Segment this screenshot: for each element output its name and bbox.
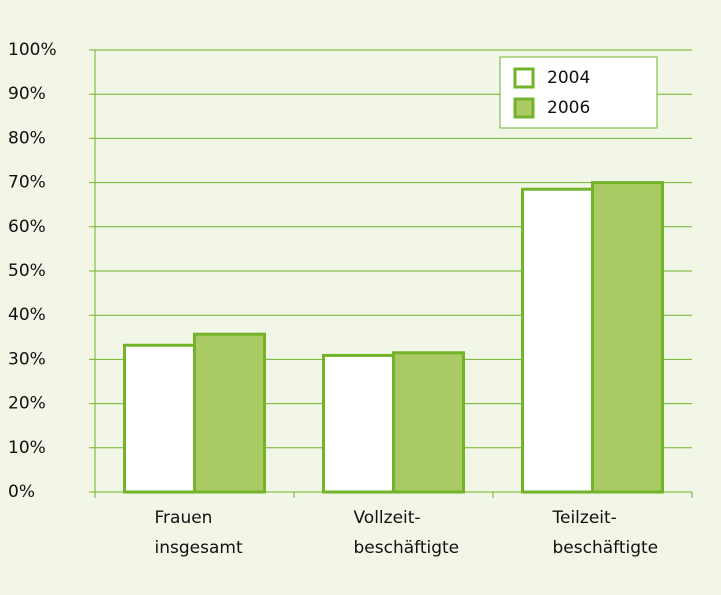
bar [193, 332, 266, 494]
y-tick-label: 70% [8, 173, 46, 193]
y-tick-label: 30% [8, 349, 46, 369]
y-tick-label: 50% [8, 261, 46, 281]
y-tick-label: 40% [8, 305, 46, 325]
y-tick-label: 100% [8, 40, 57, 60]
y-tick-label: 20% [8, 394, 46, 414]
bar [392, 351, 465, 494]
y-tick-label: 10% [8, 438, 46, 458]
x-tick-label: insgesamt [155, 538, 243, 558]
x-tick-label: Frauen [155, 508, 213, 528]
bar [591, 181, 664, 494]
x-tick-label: Teilzeit- [552, 508, 617, 528]
y-tick-label: 0% [8, 482, 35, 502]
legend-label: 2004 [547, 68, 590, 88]
x-tick-label: Vollzeit- [354, 508, 421, 528]
y-tick-label: 60% [8, 217, 46, 237]
bar [322, 353, 395, 494]
y-tick-label: 90% [8, 84, 46, 104]
x-tick-label: beschäftigte [354, 538, 460, 558]
x-tick-label: beschäftigte [553, 538, 659, 558]
legend-label: 2006 [547, 98, 590, 118]
bar [521, 187, 594, 494]
legend-swatch [513, 97, 535, 119]
y-tick-label: 80% [8, 128, 46, 148]
legend-swatch [513, 67, 535, 89]
bar [123, 343, 196, 494]
